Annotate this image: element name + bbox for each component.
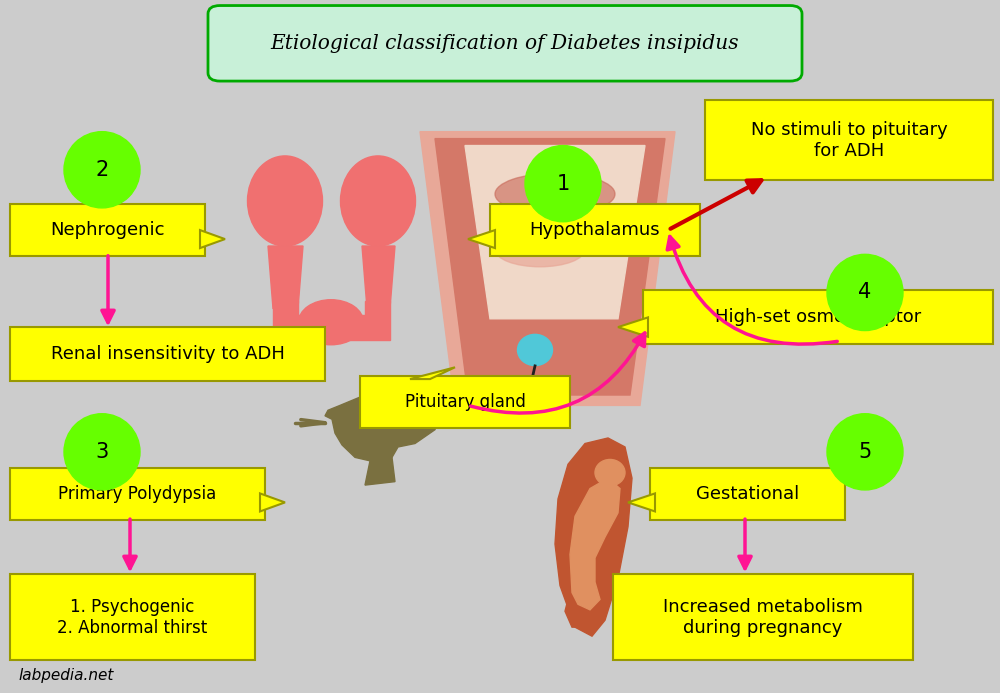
- Text: High-set osmoreceptor: High-set osmoreceptor: [715, 308, 921, 326]
- Polygon shape: [628, 493, 655, 511]
- Text: Primary Polydypsia: Primary Polydypsia: [58, 485, 217, 502]
- Polygon shape: [468, 230, 495, 248]
- Ellipse shape: [248, 156, 322, 246]
- FancyBboxPatch shape: [10, 327, 325, 381]
- Ellipse shape: [298, 299, 364, 344]
- FancyBboxPatch shape: [643, 290, 993, 344]
- Text: Pituitary gland: Pituitary gland: [405, 393, 525, 410]
- Text: 3: 3: [95, 442, 109, 462]
- Text: Increased metabolism
during pregnancy: Increased metabolism during pregnancy: [663, 598, 863, 636]
- Polygon shape: [410, 367, 455, 379]
- Ellipse shape: [495, 173, 615, 215]
- FancyBboxPatch shape: [208, 6, 802, 81]
- Text: 2: 2: [95, 160, 109, 179]
- Ellipse shape: [340, 156, 416, 246]
- FancyBboxPatch shape: [705, 100, 993, 180]
- Polygon shape: [420, 132, 675, 405]
- Text: Gestational: Gestational: [696, 485, 799, 502]
- Polygon shape: [465, 146, 645, 319]
- Polygon shape: [200, 230, 225, 248]
- FancyArrowPatch shape: [471, 333, 645, 413]
- Polygon shape: [365, 457, 395, 485]
- Ellipse shape: [595, 459, 625, 486]
- FancyArrowPatch shape: [667, 236, 837, 344]
- Ellipse shape: [518, 335, 552, 365]
- Polygon shape: [435, 139, 665, 395]
- FancyBboxPatch shape: [360, 376, 570, 428]
- Ellipse shape: [827, 254, 903, 331]
- Ellipse shape: [495, 232, 585, 267]
- Polygon shape: [268, 246, 303, 308]
- Text: labpedia.net: labpedia.net: [18, 668, 113, 683]
- Text: Renal insensitivity to ADH: Renal insensitivity to ADH: [51, 345, 284, 363]
- Ellipse shape: [64, 414, 140, 490]
- Polygon shape: [325, 395, 440, 461]
- Polygon shape: [618, 317, 648, 337]
- Ellipse shape: [827, 414, 903, 490]
- FancyBboxPatch shape: [490, 204, 700, 256]
- Text: 1: 1: [556, 174, 570, 193]
- Text: Hypothalamus: Hypothalamus: [530, 222, 660, 239]
- Text: Nephrogenic: Nephrogenic: [50, 222, 165, 239]
- Polygon shape: [570, 478, 620, 610]
- Ellipse shape: [525, 146, 601, 222]
- FancyBboxPatch shape: [10, 468, 265, 520]
- FancyBboxPatch shape: [10, 204, 205, 256]
- Polygon shape: [362, 246, 395, 308]
- Text: No stimuli to pituitary
for ADH: No stimuli to pituitary for ADH: [751, 121, 947, 159]
- Text: 1. Psychogenic
2. Abnormal thirst: 1. Psychogenic 2. Abnormal thirst: [57, 598, 208, 636]
- FancyBboxPatch shape: [10, 574, 255, 660]
- Polygon shape: [565, 599, 582, 627]
- Ellipse shape: [64, 132, 140, 208]
- Ellipse shape: [517, 386, 539, 401]
- Text: 4: 4: [858, 283, 872, 302]
- FancyBboxPatch shape: [650, 468, 845, 520]
- Text: 5: 5: [858, 442, 872, 462]
- Text: Etiological classification of Diabetes insipidus: Etiological classification of Diabetes i…: [271, 34, 739, 53]
- FancyBboxPatch shape: [613, 574, 913, 660]
- Polygon shape: [260, 493, 285, 511]
- Polygon shape: [273, 301, 390, 340]
- Polygon shape: [555, 438, 632, 636]
